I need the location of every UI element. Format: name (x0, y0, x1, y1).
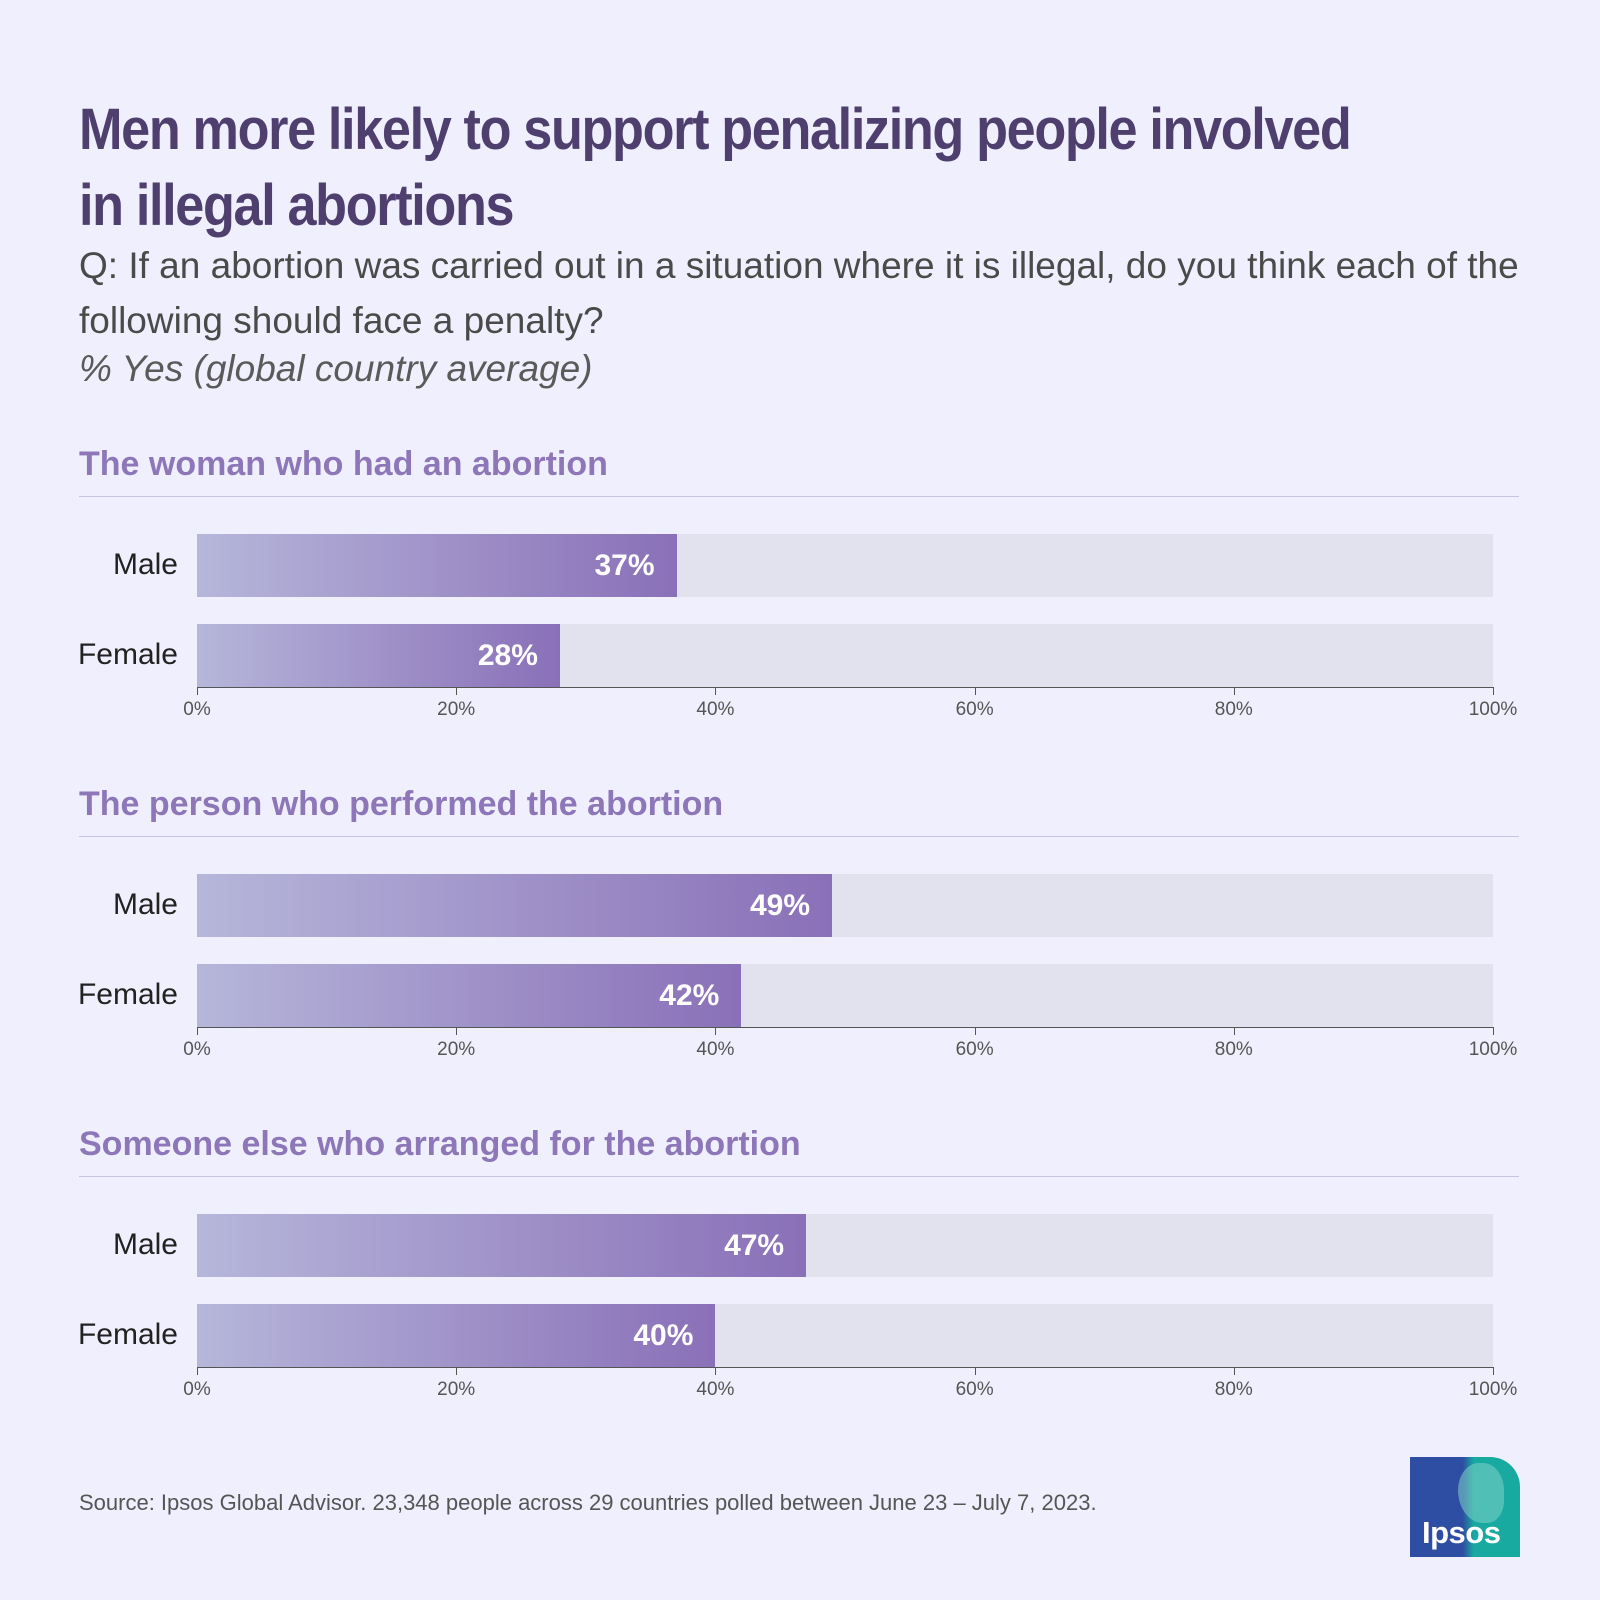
section-divider (79, 496, 1519, 497)
bar: 42% (197, 964, 742, 1027)
x-axis-tick (1233, 687, 1235, 695)
section-title: Someone else who arranged for the aborti… (79, 1125, 801, 1163)
x-axis-tick (715, 1367, 717, 1375)
x-axis-tick (197, 687, 198, 695)
x-axis-line (197, 687, 1493, 688)
bar: 47% (197, 1214, 807, 1277)
x-axis-tick (456, 1367, 458, 1375)
x-tick-label: 20% (437, 1379, 476, 1400)
logo-text: Ipsos (1422, 1515, 1501, 1550)
chart-section: Someone else who arranged for the aborti… (0, 1124, 1600, 1404)
source-note: Source: Ipsos Global Advisor. 23,348 peo… (79, 1490, 1097, 1515)
x-tick-label: 20% (437, 1039, 476, 1060)
survey-question: Q: If an abortion was carried out in a s… (79, 245, 1519, 341)
x-tick-label: 40% (696, 699, 735, 720)
section-divider (79, 1176, 1519, 1177)
bar-value-label: 47% (724, 1229, 785, 1262)
x-tick-label: 100% (1468, 1039, 1518, 1060)
x-axis-tick (715, 687, 717, 695)
logo-head-silhouette-icon (1458, 1463, 1504, 1523)
bar-track: 28% (197, 624, 1493, 687)
section-divider (79, 836, 1519, 837)
x-tick-label: 60% (955, 1379, 994, 1400)
category-label: Female (77, 638, 178, 671)
x-tick-label: 60% (955, 699, 994, 720)
x-tick-label: 80% (1214, 1039, 1253, 1060)
bar-track: 37% (197, 534, 1493, 597)
x-axis-line (197, 1027, 1493, 1028)
section-title: The woman who had an abortion (79, 445, 608, 483)
x-tick-label: 80% (1214, 1379, 1253, 1400)
x-axis-tick (1233, 1367, 1235, 1375)
category-label: Female (77, 978, 178, 1011)
x-tick-label: 0% (183, 1379, 211, 1400)
bar-value-label: 40% (633, 1319, 694, 1352)
section-title: The person who performed the abortion (79, 785, 724, 823)
x-axis-tick (456, 687, 458, 695)
bar: 49% (197, 874, 833, 937)
category-label: Male (112, 1228, 178, 1261)
x-tick-label: 0% (183, 699, 211, 720)
x-axis-tick (1493, 687, 1494, 695)
bar-value-label: 28% (477, 639, 538, 672)
bar: 40% (197, 1304, 716, 1367)
x-axis-line (197, 1367, 1493, 1368)
chart-section: The person who performed the abortion Mal… (0, 784, 1600, 1064)
bar-value-label: 42% (659, 979, 720, 1012)
bar-value-label: 37% (594, 549, 655, 582)
x-tick-label: 100% (1468, 1379, 1518, 1400)
chart-title: Men more likely to support penalizing pe… (79, 97, 1352, 238)
x-tick-label: 80% (1214, 699, 1253, 720)
bar-track: 42% (197, 964, 1493, 1027)
chart-subtitle: % Yes (global country average) (79, 348, 593, 389)
x-axis-tick (456, 1027, 458, 1035)
x-tick-label: 40% (696, 1379, 735, 1400)
x-axis-tick (197, 1027, 198, 1035)
ipsos-logo: Ipsos (1410, 1457, 1520, 1557)
bar-track: 49% (197, 874, 1493, 937)
chart-section: The woman who had an abortion Male 37% Fema… (0, 444, 1600, 724)
x-tick-label: 40% (696, 1039, 735, 1060)
bar: 28% (197, 624, 560, 687)
bar-track: 40% (197, 1304, 1493, 1367)
x-axis-tick (974, 1027, 976, 1035)
category-label: Male (112, 888, 178, 921)
x-axis-tick (197, 1367, 198, 1375)
bar-value-label: 49% (749, 889, 811, 922)
bar-track: 47% (197, 1214, 1493, 1277)
x-axis-tick (1233, 1027, 1235, 1035)
x-tick-label: 60% (955, 1039, 994, 1060)
bar: 37% (197, 534, 677, 597)
category-label: Male (112, 548, 178, 581)
x-axis-tick (1493, 1367, 1494, 1375)
x-axis-tick (974, 687, 976, 695)
x-axis-tick (974, 1367, 976, 1375)
x-tick-label: 0% (183, 1039, 211, 1060)
x-axis-tick (1493, 1027, 1494, 1035)
x-tick-label: 100% (1468, 699, 1518, 720)
x-axis-tick (715, 1027, 717, 1035)
x-tick-label: 20% (437, 699, 476, 720)
category-label: Female (77, 1318, 178, 1351)
